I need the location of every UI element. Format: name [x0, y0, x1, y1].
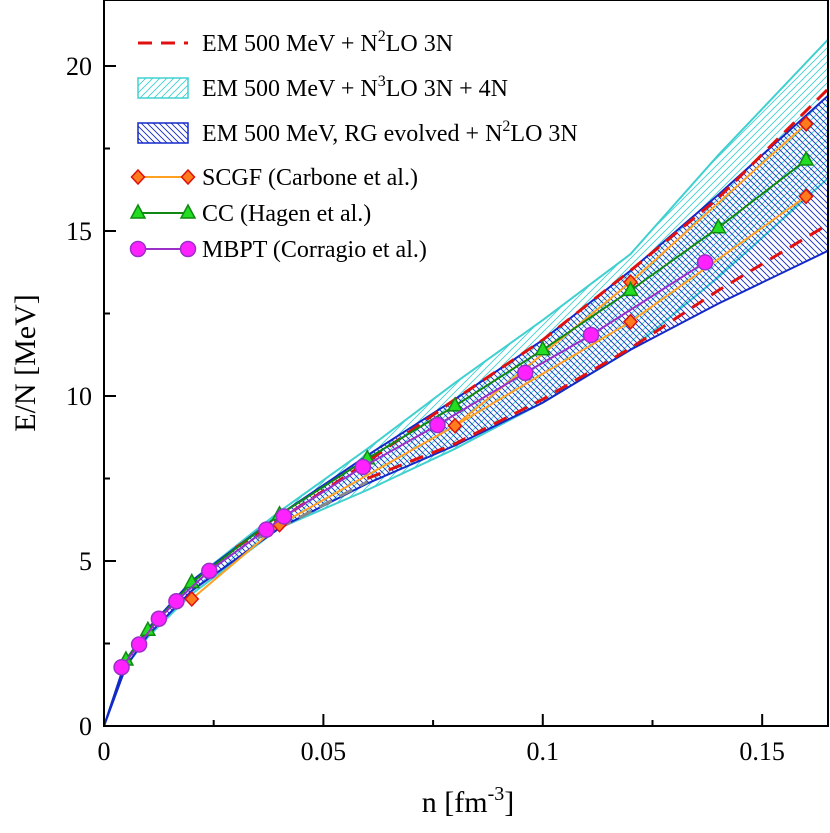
series-0-marker	[623, 313, 639, 330]
legend-label-5: MBPT (Corragio et al.)	[202, 237, 427, 263]
series-0-marker	[184, 590, 200, 608]
series-1-marker	[446, 396, 464, 412]
series-2-marker	[429, 416, 446, 434]
series-2-marker	[113, 659, 130, 676]
series-0-marker	[798, 188, 814, 205]
y-tick-label: 20	[66, 52, 92, 81]
y-axis-title: E/N [MeV]	[9, 294, 42, 431]
legend-marker-3-b	[180, 168, 196, 186]
series-1-line	[125, 159, 807, 661]
dashed-line-1	[366, 223, 828, 480]
series-1-marker	[710, 218, 727, 234]
band-0-fill	[104, 39, 828, 726]
legend-marker-5-a	[129, 240, 147, 258]
series-2-marker	[150, 610, 168, 627]
legend-marker-5-b	[179, 240, 197, 258]
series-layer	[113, 115, 815, 676]
legend-marker-4-a	[129, 203, 147, 219]
y-tick-label: 10	[66, 382, 92, 411]
x-tick-label: 0.1	[527, 737, 560, 766]
legend-marker-3-a	[130, 168, 146, 186]
plot-frame	[103, 0, 829, 727]
x-tick-label: 0.05	[301, 737, 347, 766]
legend-label-3: SCGF (Carbone et al.)	[202, 165, 418, 191]
series-2-marker	[130, 636, 148, 653]
series-1-marker	[797, 150, 815, 166]
series-2-marker	[258, 521, 275, 538]
x-tick-label: 0	[98, 737, 111, 766]
series-2-marker	[275, 508, 293, 525]
series-0-upper-marker	[798, 115, 814, 132]
legend-label-4: CC (Hagen et al.)	[202, 201, 371, 227]
legend: EM 500 MeV + N2LO 3N EM 500 MeV + N3LO 3N…	[129, 28, 578, 263]
series-2-marker	[516, 364, 534, 382]
series-2-marker	[201, 562, 218, 580]
y-tick-label: 15	[66, 217, 92, 246]
x-tick-label: 0.15	[739, 737, 785, 766]
legend-label-1: EM 500 MeV + N3LO 3N + 4N	[202, 73, 508, 102]
ticks-layer: 0 0.05 0.1 0.15 0 5 10 15 20	[66, 52, 785, 766]
legend-symbol-1	[137, 77, 189, 99]
legend-symbol-2	[137, 122, 189, 144]
series-2-marker	[354, 458, 372, 476]
band-1-lower-edge	[104, 249, 828, 726]
legend-label-2: EM 500 MeV, RG evolved + N2LO 3N	[202, 118, 578, 147]
series-1-marker	[534, 340, 552, 356]
legend-marker-4-b	[179, 203, 197, 219]
series-2-marker	[582, 326, 600, 344]
legend-label-0: EM 500 MeV + N2LO 3N	[202, 28, 453, 57]
x-axis-title: n [fm-3]	[422, 783, 515, 819]
y-tick-label: 5	[79, 547, 92, 576]
band-1-fill	[104, 95, 828, 726]
series-2-marker	[168, 593, 185, 610]
series-2-marker	[696, 254, 714, 271]
series-0-marker	[447, 417, 463, 434]
series-1-marker	[622, 280, 639, 297]
y-tick-label: 0	[79, 712, 92, 741]
